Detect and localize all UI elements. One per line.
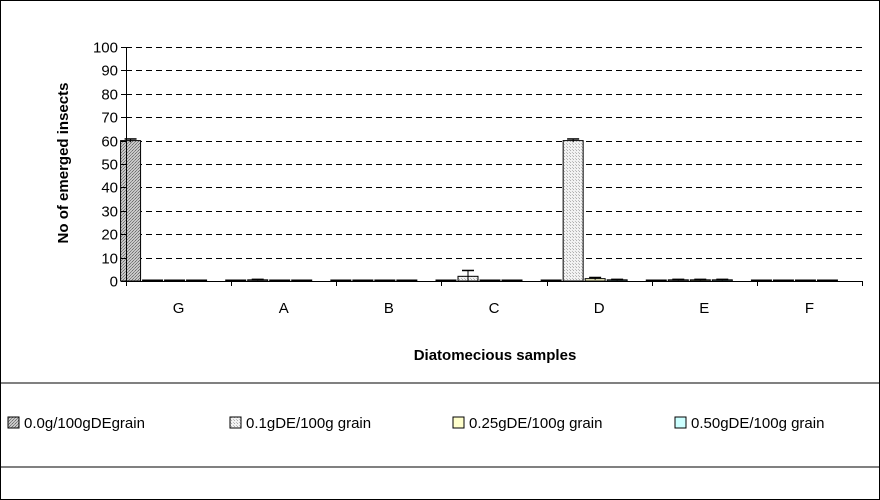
y-tick-label: 90	[101, 63, 118, 80]
legend: 0.0g/100gDEgrain 0.1gDE/100g grain 0.25gDE…	[7, 415, 824, 432]
y-tick-label: 80	[101, 87, 118, 104]
axes	[121, 47, 863, 286]
bar	[772, 279, 794, 282]
y-tick-label: 40	[101, 180, 118, 197]
y-tick-label: 30	[101, 204, 118, 221]
x-tick-label: E	[699, 300, 709, 317]
bar	[540, 279, 562, 282]
bar	[164, 279, 186, 282]
y-axis-title: No of emerged insects	[55, 83, 72, 244]
x-tick-label: F	[805, 300, 814, 317]
bar	[501, 279, 523, 282]
bar	[794, 279, 816, 282]
legend-label: 0.50gDE/100g grain	[691, 415, 824, 432]
bar	[352, 279, 374, 282]
bar	[142, 279, 164, 282]
y-tick-label: 60	[101, 134, 118, 151]
bar	[374, 279, 396, 282]
legend-swatch	[674, 416, 687, 429]
tick-labels: 0 10 20 30 40 50 60 70 80 90 100 G A B C D E F	[93, 40, 814, 318]
grid-lines	[126, 47, 862, 259]
legend-swatch	[452, 416, 465, 429]
x-tick-label: D	[594, 300, 605, 317]
bar	[396, 279, 418, 282]
bar	[435, 279, 457, 282]
x-tick-label: G	[173, 300, 185, 317]
bar	[479, 279, 501, 282]
legend-label: 0.25gDE/100g grain	[469, 415, 602, 432]
bar	[330, 279, 352, 282]
bars	[120, 138, 838, 282]
bar	[269, 279, 291, 282]
y-tick-label: 20	[101, 227, 118, 244]
bar	[186, 279, 208, 282]
legend-swatch	[7, 416, 20, 429]
bar	[750, 279, 772, 282]
y-tick-label: 70	[101, 110, 118, 127]
x-tick-label: C	[489, 300, 500, 317]
bar	[120, 140, 142, 282]
y-tick-label: 100	[93, 40, 118, 57]
y-tick-label: 0	[110, 274, 118, 291]
legend-label: 0.0g/100gDEgrain	[24, 415, 145, 432]
bar	[291, 279, 313, 282]
x-axis-title: Diatomecious samples	[414, 347, 577, 364]
legend-label: 0.1gDE/100g grain	[246, 415, 371, 432]
bar	[225, 279, 247, 282]
legend-swatch	[229, 416, 242, 429]
x-tick-label: B	[384, 300, 394, 317]
y-tick-label: 10	[101, 251, 118, 268]
bar	[562, 140, 584, 282]
bar	[645, 279, 667, 282]
x-tick-label: A	[279, 300, 289, 317]
bar	[816, 279, 838, 282]
y-tick-label: 50	[101, 157, 118, 174]
